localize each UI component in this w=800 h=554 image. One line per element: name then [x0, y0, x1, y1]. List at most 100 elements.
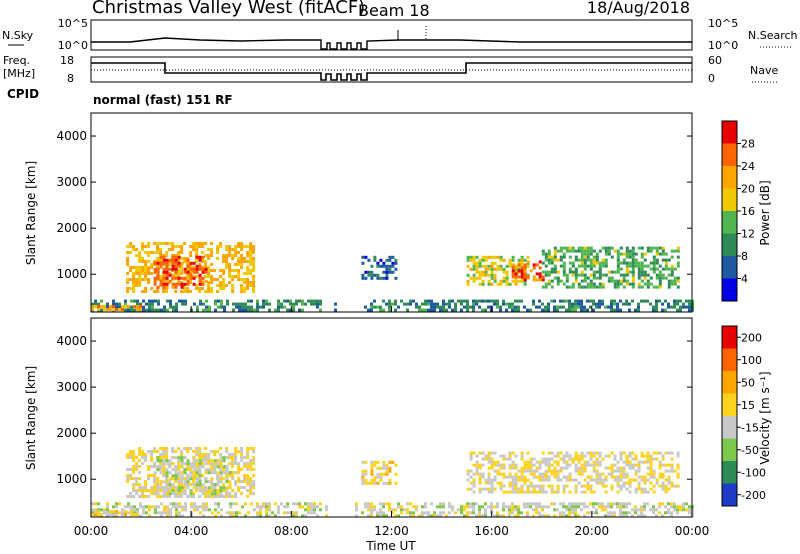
- data-cell: [225, 245, 229, 248]
- data-cell: [526, 264, 530, 268]
- data-cell: [213, 495, 217, 498]
- data-cell: [186, 495, 190, 498]
- data-cell: [532, 502, 535, 506]
- data-cell: [376, 460, 380, 464]
- data-cell: [388, 264, 392, 268]
- data-cell: [580, 490, 584, 494]
- data-cell: [637, 508, 640, 512]
- data-cell: [562, 252, 566, 256]
- data-cell: [141, 495, 145, 498]
- data-cell: [577, 273, 581, 277]
- data-cell: [127, 308, 130, 312]
- data-cell: [159, 459, 163, 463]
- data-cell: [138, 471, 142, 474]
- data-cell: [148, 514, 151, 518]
- data-cell: [541, 490, 545, 494]
- data-cell: [664, 487, 668, 491]
- data-cell: [249, 489, 253, 492]
- data-cell: [249, 462, 253, 465]
- data-cell: [484, 270, 488, 274]
- data-cell: [550, 484, 554, 488]
- data-cell: [217, 305, 220, 309]
- data-cell: [565, 308, 568, 312]
- data-cell: [517, 308, 520, 312]
- data-cell: [129, 492, 133, 495]
- data-cell: [364, 472, 368, 476]
- data-cell: [168, 273, 172, 277]
- data-cell: [165, 447, 169, 450]
- data-cell: [228, 254, 232, 257]
- data-cell: [313, 508, 316, 512]
- data-cell: [165, 273, 169, 277]
- data-cell: [628, 252, 632, 256]
- data-cell: [616, 264, 620, 268]
- data-cell: [676, 264, 680, 268]
- data-cell: [138, 278, 142, 281]
- data-cell: [610, 299, 613, 303]
- data-cell: [286, 502, 289, 506]
- data-cell: [409, 514, 412, 518]
- data-cell: [240, 492, 244, 495]
- data-cell: [192, 450, 196, 453]
- data-cell: [454, 302, 457, 306]
- data-cell: [183, 290, 187, 293]
- data-cell: [210, 275, 214, 278]
- data-cell: [364, 460, 368, 464]
- data-cell: [165, 489, 169, 493]
- data-cell: [361, 478, 365, 482]
- data-cell: [532, 490, 536, 494]
- data-cell: [180, 245, 184, 248]
- data-cell: [145, 511, 148, 515]
- data-cell: [622, 302, 625, 306]
- data-cell: [249, 447, 253, 450]
- ytick-label: 3000: [56, 175, 87, 189]
- data-cell: [379, 514, 382, 518]
- data-cell: [556, 469, 560, 473]
- data-cell: [106, 308, 109, 312]
- data-cell: [625, 454, 629, 458]
- data-cell: [640, 273, 644, 277]
- data-cell: [385, 264, 389, 268]
- data-cell: [676, 451, 680, 455]
- data-cell: [583, 454, 587, 458]
- data-cell: [316, 299, 319, 303]
- data-cell: [159, 248, 163, 251]
- data-cell: [243, 465, 247, 468]
- data-cell: [502, 279, 506, 283]
- data-cell: [520, 299, 523, 303]
- data-cell: [466, 264, 470, 268]
- data-cell: [126, 468, 130, 471]
- data-cell: [466, 279, 470, 283]
- data-cell: [246, 245, 250, 248]
- data-cell: [229, 505, 232, 509]
- data-cell: [550, 279, 554, 283]
- data-cell: [622, 460, 626, 464]
- data-cell: [235, 302, 238, 306]
- data-cell: [484, 267, 488, 271]
- data-cell: [231, 477, 235, 480]
- data-cell: [144, 483, 148, 486]
- data-cell: [535, 305, 538, 309]
- data-cell: [196, 308, 199, 312]
- data-cell: [616, 505, 619, 509]
- data-cell: [184, 302, 187, 306]
- data-cell: [487, 299, 490, 303]
- data-cell: [631, 246, 635, 250]
- data-cell: [388, 466, 392, 470]
- data-cell: [667, 487, 671, 491]
- data-cell: [210, 287, 214, 290]
- data-cell: [225, 495, 229, 498]
- data-cell: [613, 299, 616, 303]
- data-cell: [162, 450, 166, 453]
- data-cell: [370, 511, 373, 515]
- data-cell: [192, 495, 196, 498]
- data-cell: [262, 302, 265, 306]
- data-cell: [162, 489, 166, 493]
- data-cell: [277, 308, 280, 312]
- data-cell: [135, 248, 139, 251]
- data-cell: [165, 281, 169, 284]
- data-cell: [622, 505, 625, 509]
- data-cell: [430, 299, 433, 303]
- data-cell: [685, 299, 688, 303]
- data-cell: [162, 474, 166, 478]
